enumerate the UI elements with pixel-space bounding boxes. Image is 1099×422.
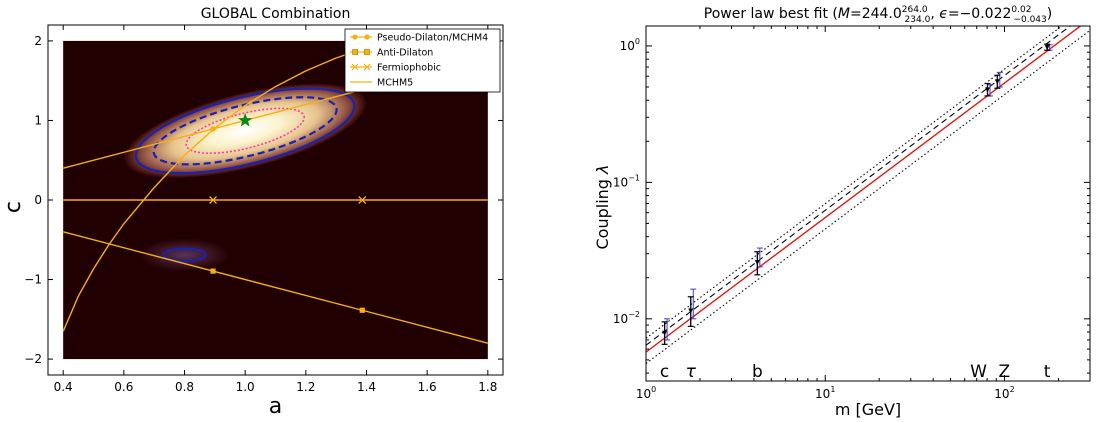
marker-anti-dilaton xyxy=(359,307,365,313)
y-tick-label: 2 xyxy=(34,34,42,48)
series-line-anti-dilaton xyxy=(63,231,488,344)
left-plot-area xyxy=(63,46,488,344)
y-tick-label: 10−1 xyxy=(613,173,640,189)
best-fit-star xyxy=(238,112,253,127)
left-chart-title: GLOBAL Combination xyxy=(201,6,351,22)
x-tick-label: 0.6 xyxy=(114,380,133,394)
fit-line-sm-reference xyxy=(646,26,1072,346)
x-tick-label: 101 xyxy=(815,385,835,401)
legend-entry-label: Anti-Dilaton xyxy=(377,48,433,59)
marker-fermiophobic xyxy=(358,196,367,204)
particle-label: t xyxy=(1044,362,1051,382)
data-point xyxy=(1044,45,1050,51)
legend-entry-label: MCHM5 xyxy=(377,78,413,89)
legend-marker-circle xyxy=(364,34,370,40)
particle-label: W xyxy=(970,362,987,382)
legend-marker-square xyxy=(364,49,370,55)
legend-marker-x xyxy=(351,63,359,71)
legend-marker-square xyxy=(352,49,358,55)
contour-2sigma xyxy=(152,96,338,166)
x-tick-label: 1.2 xyxy=(296,380,315,394)
x-tick-label: 100 xyxy=(636,385,656,401)
data-point xyxy=(754,260,760,266)
right-y-axis-label: Coupling λ xyxy=(593,165,612,250)
marker-fermiophobic xyxy=(209,196,217,204)
series-line-mchm5 xyxy=(63,46,367,332)
data-point xyxy=(984,87,990,93)
y-tick-label: 10−2 xyxy=(613,310,640,326)
x-tick-label: 1.6 xyxy=(418,380,437,394)
legend-marker-x xyxy=(363,63,371,71)
fit-line-best-fit xyxy=(646,26,1082,353)
fit-line-band-upper xyxy=(646,26,1063,339)
left-chart: GLOBAL Combination 0.4 0.6 0.8 1.0 1.2 1.4 1.6 1… xyxy=(1,6,504,419)
y-tick-label: 100 xyxy=(620,37,640,53)
legend-marker-circle xyxy=(352,34,358,40)
y-tick-label: 0 xyxy=(34,193,42,207)
particle-label: c xyxy=(660,362,669,382)
right-axes-frame xyxy=(645,25,1091,382)
x-tick-label: 1.8 xyxy=(478,380,497,394)
data-point xyxy=(662,330,668,336)
marker-pseudo-dilaton xyxy=(210,126,216,132)
right-chart: Power law best fit (M=244.0264.0 234.0, ϵ… xyxy=(593,5,1091,419)
contour-3sigma xyxy=(134,87,356,175)
x-tick-label: 102 xyxy=(994,385,1014,401)
contour-1sigma xyxy=(185,107,305,155)
x-tick-label: 0.8 xyxy=(175,380,194,394)
secondary-likelihood-blob xyxy=(139,238,230,272)
legend-entry-label: Pseudo-Dilaton/MCHM4 xyxy=(377,33,488,44)
right-x-axis-label: m [GeV] xyxy=(835,400,901,419)
legend-entry-label: Fermiophobic xyxy=(377,63,441,74)
fit-line-band-lower xyxy=(646,29,1090,364)
right-chart-title: Power law best fit (M=244.0264.0 234.0, ϵ… xyxy=(704,5,1052,25)
y-axis-label: c xyxy=(1,201,26,213)
data-point xyxy=(994,79,1000,85)
legend: Pseudo-Dilaton/MCHM4 Anti-Dilaton Fermioph… xyxy=(344,28,501,93)
x-axis-label: a xyxy=(269,394,282,419)
data-point xyxy=(688,308,694,314)
marker-anti-dilaton xyxy=(210,268,216,274)
x-tick-label: 1.4 xyxy=(357,380,376,394)
y-tick-label: −1 xyxy=(24,273,42,287)
y-tick-label: 1 xyxy=(34,113,42,127)
particle-label: τ xyxy=(686,362,697,382)
particle-label: b xyxy=(752,362,763,382)
secondary-contour xyxy=(162,247,207,263)
x-tick-label: 1.0 xyxy=(236,380,255,394)
y-tick-label: −2 xyxy=(24,352,42,366)
particle-label: Z xyxy=(998,362,1010,382)
x-tick-label: 0.4 xyxy=(54,380,73,394)
right-plot-area xyxy=(646,26,1090,364)
